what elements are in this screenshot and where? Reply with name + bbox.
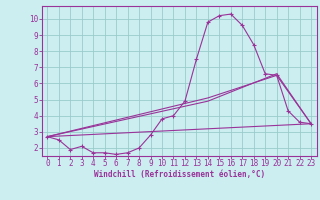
X-axis label: Windchill (Refroidissement éolien,°C): Windchill (Refroidissement éolien,°C) — [94, 170, 265, 179]
